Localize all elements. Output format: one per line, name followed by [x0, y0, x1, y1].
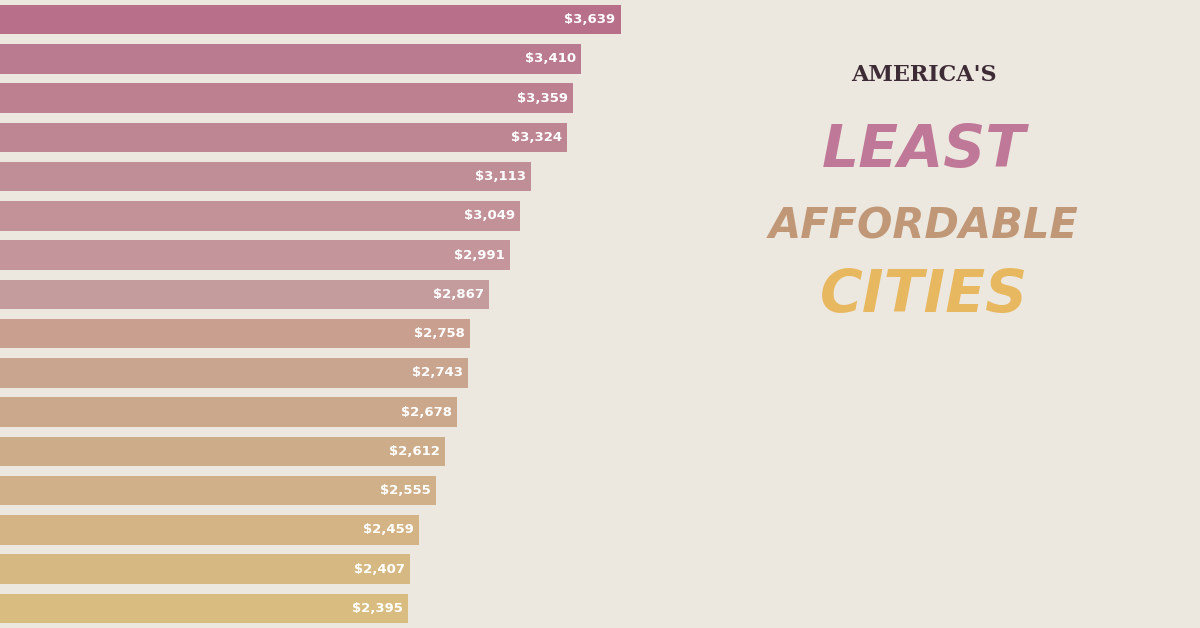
Bar: [0, 84, 572, 113]
Text: $3,049: $3,049: [463, 209, 515, 222]
Bar: [0, 241, 510, 270]
Text: $2,612: $2,612: [390, 445, 440, 458]
Text: $3,113: $3,113: [475, 170, 526, 183]
Bar: [0, 515, 419, 544]
Text: $3,639: $3,639: [564, 13, 616, 26]
Text: $2,991: $2,991: [454, 249, 505, 262]
Bar: [0, 122, 566, 152]
Bar: [0, 398, 457, 427]
Text: $2,758: $2,758: [414, 327, 466, 340]
Text: LEAST: LEAST: [822, 122, 1026, 179]
Text: $2,867: $2,867: [433, 288, 484, 301]
Bar: [0, 436, 445, 466]
Bar: [0, 555, 410, 584]
Text: $2,678: $2,678: [401, 406, 451, 419]
Text: $2,459: $2,459: [364, 523, 414, 536]
Bar: [0, 162, 530, 192]
Text: $3,359: $3,359: [517, 92, 568, 105]
Text: CITIES: CITIES: [820, 267, 1028, 323]
Bar: [0, 5, 620, 35]
Bar: [0, 319, 470, 349]
Text: $3,324: $3,324: [510, 131, 562, 144]
Text: AMERICA'S: AMERICA'S: [851, 64, 997, 87]
Text: $2,407: $2,407: [354, 563, 406, 576]
Bar: [0, 358, 468, 387]
Text: $3,410: $3,410: [526, 52, 576, 65]
Text: $2,743: $2,743: [412, 366, 463, 379]
Text: AFFORDABLE: AFFORDABLE: [769, 205, 1079, 247]
Bar: [0, 44, 582, 73]
Text: $2,555: $2,555: [380, 484, 431, 497]
Text: $2,395: $2,395: [353, 602, 403, 615]
Bar: [0, 279, 488, 309]
Bar: [0, 201, 520, 230]
Bar: [0, 476, 436, 506]
Bar: [0, 593, 408, 623]
